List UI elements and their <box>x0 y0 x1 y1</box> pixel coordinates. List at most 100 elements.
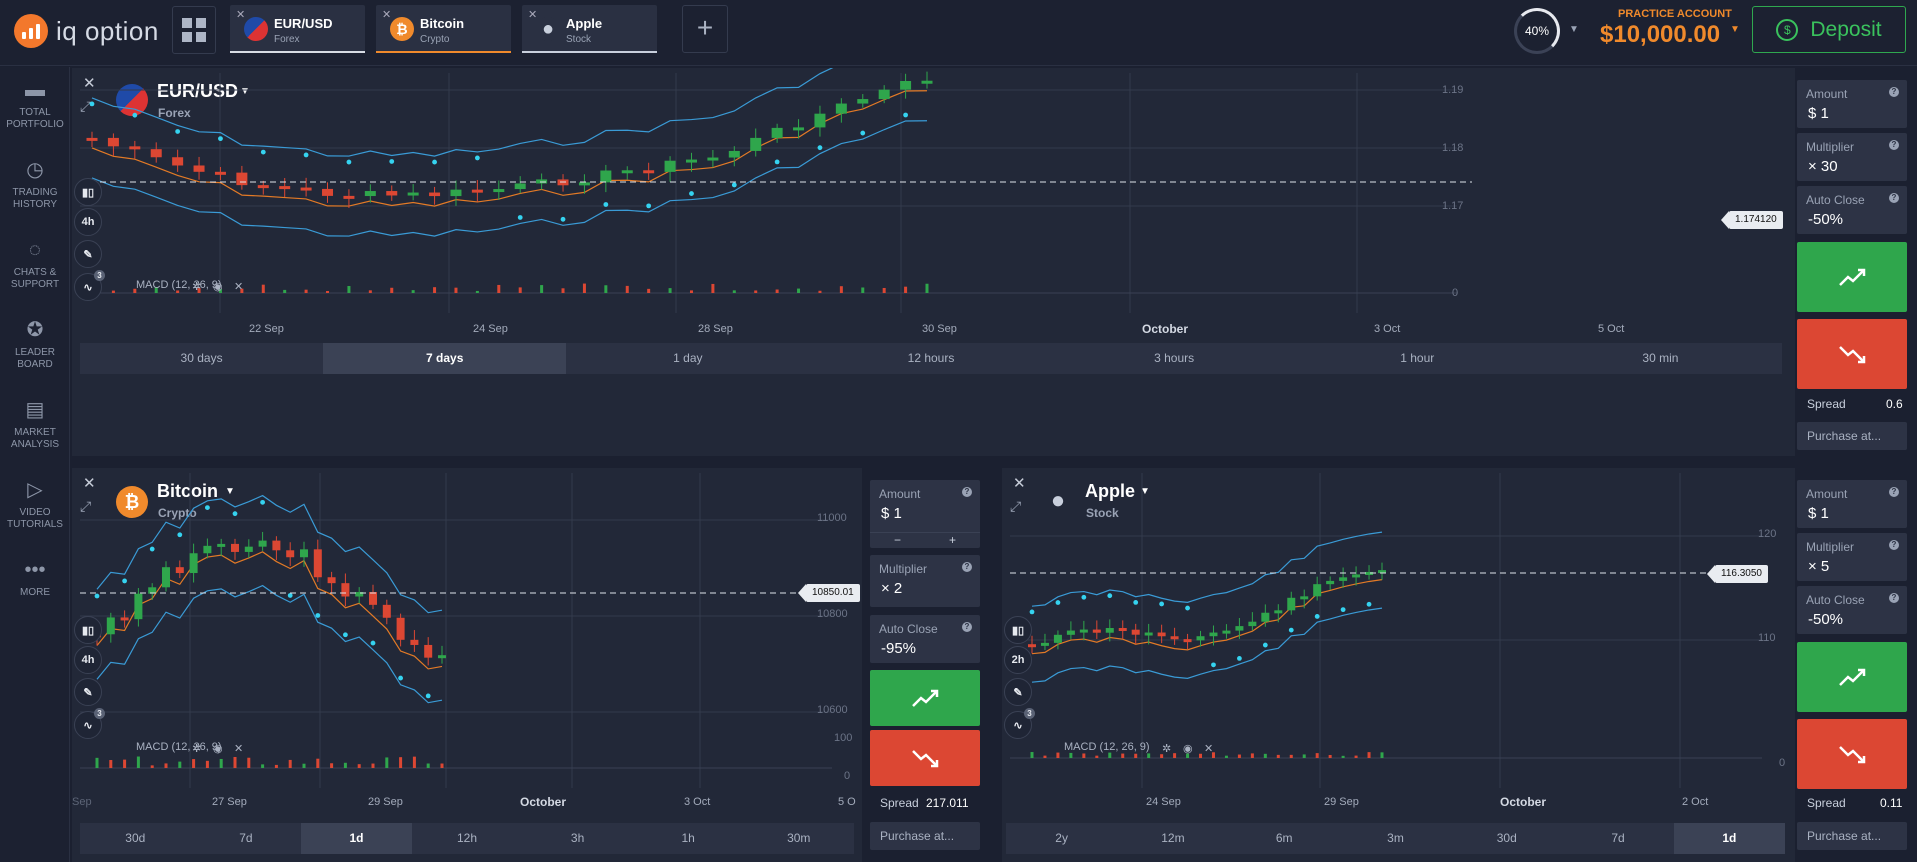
close-icon[interactable]: ✕ <box>234 743 244 755</box>
add-tab-button[interactable]: + <box>682 5 728 53</box>
account-balance[interactable]: $10,000.00 <box>1600 21 1721 48</box>
asset-name[interactable]: EUR/USD <box>157 81 239 101</box>
eye-icon[interactable]: ◉ <box>213 743 223 755</box>
timeframe-option[interactable]: 1 day <box>673 351 703 365</box>
decrement-button[interactable]: − <box>893 533 901 547</box>
interval-button[interactable]: 4h <box>74 646 102 674</box>
timeframe-option[interactable]: 1h <box>681 831 695 845</box>
help-icon[interactable]: ? <box>1889 593 1899 603</box>
candle-type-button[interactable]: ▮▯ <box>74 616 102 644</box>
timeframe-option[interactable]: 30d <box>1496 831 1517 845</box>
call-button[interactable] <box>1797 642 1907 712</box>
chevron-down-icon[interactable]: ▼ <box>1569 24 1579 35</box>
put-button[interactable] <box>1797 719 1907 789</box>
close-icon[interactable]: ✕ <box>1013 475 1026 492</box>
indicators-button[interactable]: ∿ 3 <box>74 270 105 301</box>
close-icon[interactable]: ✕ <box>528 9 538 21</box>
gear-icon[interactable]: ✲ <box>192 743 202 755</box>
timeframe-option[interactable]: 7d <box>1611 831 1625 845</box>
call-button[interactable] <box>870 670 980 726</box>
timeframe-option[interactable]: 3h <box>570 831 585 845</box>
put-button[interactable] <box>1797 319 1907 389</box>
chevron-down-icon[interactable]: ▼ <box>225 486 235 497</box>
sidebar-item-portfolio[interactable]: ▬ TOTAL PORTFOLIO <box>0 79 70 131</box>
timeframe-option[interactable]: 3 hours <box>1154 351 1195 365</box>
progress-ring[interactable]: 40% <box>1514 8 1560 54</box>
timeframe-option[interactable]: 30m <box>787 831 811 845</box>
close-icon[interactable]: ✕ <box>236 9 246 21</box>
draw-tool-button[interactable]: ✎ <box>1004 678 1032 706</box>
timeframe-option[interactable]: 30 days <box>180 351 223 365</box>
sidebar-item-video[interactable]: ▷ VIDEO TUTORIALS <box>0 479 70 531</box>
tab-apple[interactable]: ✕ ● Apple Stock <box>522 5 657 53</box>
help-icon[interactable]: ? <box>1889 193 1899 203</box>
help-icon[interactable]: ? <box>962 487 972 497</box>
expand-icon[interactable]: ⤢ <box>80 498 92 514</box>
eye-icon[interactable]: ◉ <box>213 281 223 293</box>
candle-type-button[interactable]: ▮▯ <box>74 178 102 206</box>
timeframe-option[interactable]: 1d <box>1673 823 1785 854</box>
purchase-at-button[interactable]: Purchase at... <box>870 822 980 850</box>
timeframe-option[interactable]: 1d <box>301 823 412 854</box>
timeframe-option[interactable]: 30d <box>125 831 146 845</box>
close-icon[interactable]: ✕ <box>234 281 244 293</box>
help-icon[interactable]: ? <box>1889 140 1899 150</box>
price-chart[interactable] <box>72 468 862 798</box>
candle-type-button[interactable]: ▮▯ <box>1004 616 1032 644</box>
expand-icon[interactable]: ⤢ <box>1010 498 1022 514</box>
timeframe-option[interactable]: 12h <box>457 831 478 845</box>
chevron-down-icon[interactable]: ▼ <box>240 86 250 97</box>
increment-button[interactable]: + <box>948 533 956 547</box>
timeframe-option[interactable]: 12m <box>1161 831 1185 845</box>
help-icon[interactable]: ? <box>1889 540 1899 550</box>
help-icon[interactable]: ? <box>962 622 972 632</box>
expand-icon[interactable]: ⤢ <box>80 98 92 114</box>
put-button[interactable] <box>870 730 980 786</box>
auto-close-field[interactable]: Auto Close ? -95% <box>870 615 980 663</box>
purchase-at-button[interactable]: Purchase at... <box>1797 422 1907 450</box>
help-icon[interactable]: ? <box>962 562 972 572</box>
close-icon[interactable]: ✕ <box>382 9 392 21</box>
layout-grid-button[interactable] <box>172 6 216 54</box>
help-icon[interactable]: ? <box>1889 487 1899 497</box>
timeframe-option[interactable]: 7 days <box>323 343 567 374</box>
chevron-down-icon[interactable]: ▼ <box>1730 24 1740 35</box>
amount-field[interactable]: Amount ? $ 1 − + <box>870 480 980 548</box>
asset-name[interactable]: Apple <box>1085 481 1136 501</box>
timeframe-option[interactable]: 30 min <box>1642 351 1679 365</box>
gear-icon[interactable]: ✲ <box>192 281 202 293</box>
indicators-button[interactable]: ∿ 3 <box>74 708 105 739</box>
amount-field[interactable]: Amount ? $ 1 <box>1797 80 1907 128</box>
indicators-button[interactable]: ∿ 3 <box>1004 708 1035 739</box>
price-chart[interactable] <box>72 68 1472 398</box>
multiplier-field[interactable]: Multiplier ? × 30 <box>1797 133 1907 181</box>
help-icon[interactable]: ? <box>1889 87 1899 97</box>
sidebar-item-more[interactable]: ••• MORE <box>0 559 70 599</box>
draw-tool-button[interactable]: ✎ <box>74 240 102 268</box>
sidebar-item-leaderboard[interactable]: ✪ LEADER BOARD <box>0 319 70 371</box>
purchase-at-button[interactable]: Purchase at... <box>1797 822 1907 850</box>
timeframe-option[interactable]: 2y <box>1055 831 1068 845</box>
eye-icon[interactable]: ◉ <box>1183 743 1193 755</box>
auto-close-field[interactable]: Auto Close ? -50% <box>1797 586 1907 634</box>
asset-name[interactable]: Bitcoin <box>157 481 218 501</box>
tab-eurusd[interactable]: ✕ EUR/USD Forex <box>230 5 365 53</box>
tab-bitcoin[interactable]: ✕ ₿ Bitcoin Crypto <box>376 5 511 53</box>
multiplier-field[interactable]: Multiplier ? × 2 <box>870 555 980 607</box>
draw-tool-button[interactable]: ✎ <box>74 678 102 706</box>
auto-close-field[interactable]: Auto Close ? -50% <box>1797 186 1907 234</box>
multiplier-field[interactable]: Multiplier ? × 5 <box>1797 533 1907 581</box>
timeframe-option[interactable]: 3m <box>1387 831 1404 845</box>
deposit-button[interactable]: $ Deposit <box>1752 6 1906 53</box>
call-button[interactable] <box>1797 242 1907 312</box>
close-icon[interactable]: ✕ <box>1204 743 1214 755</box>
chevron-down-icon[interactable]: ▼ <box>1140 486 1150 497</box>
gear-icon[interactable]: ✲ <box>1162 743 1172 755</box>
timeframe-option[interactable]: 1 hour <box>1400 351 1435 365</box>
interval-button[interactable]: 4h <box>74 208 102 236</box>
interval-button[interactable]: 2h <box>1004 646 1032 674</box>
timeframe-option[interactable]: 7d <box>239 831 253 845</box>
price-chart[interactable] <box>1002 468 1795 798</box>
timeframe-option[interactable]: 6m <box>1275 831 1293 845</box>
sidebar-item-market[interactable]: ▤ MARKET ANALYSIS <box>0 399 70 451</box>
